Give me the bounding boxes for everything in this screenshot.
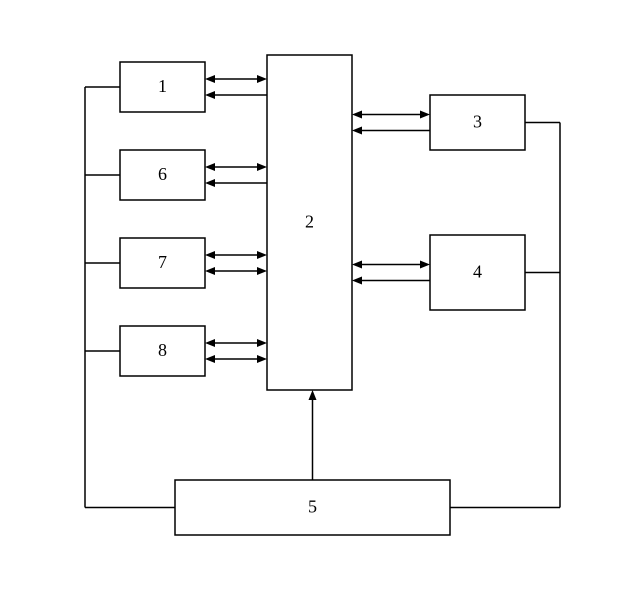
node-n5-label: 5	[308, 497, 317, 517]
node-n4-label: 4	[473, 262, 482, 282]
node-n7-label: 7	[158, 252, 167, 272]
node-n6-label: 6	[158, 164, 167, 184]
node-n8-label: 8	[158, 340, 167, 360]
node-n1-label: 1	[158, 76, 167, 96]
node-n2-label: 2	[305, 212, 314, 232]
node-n3-label: 3	[473, 112, 482, 132]
